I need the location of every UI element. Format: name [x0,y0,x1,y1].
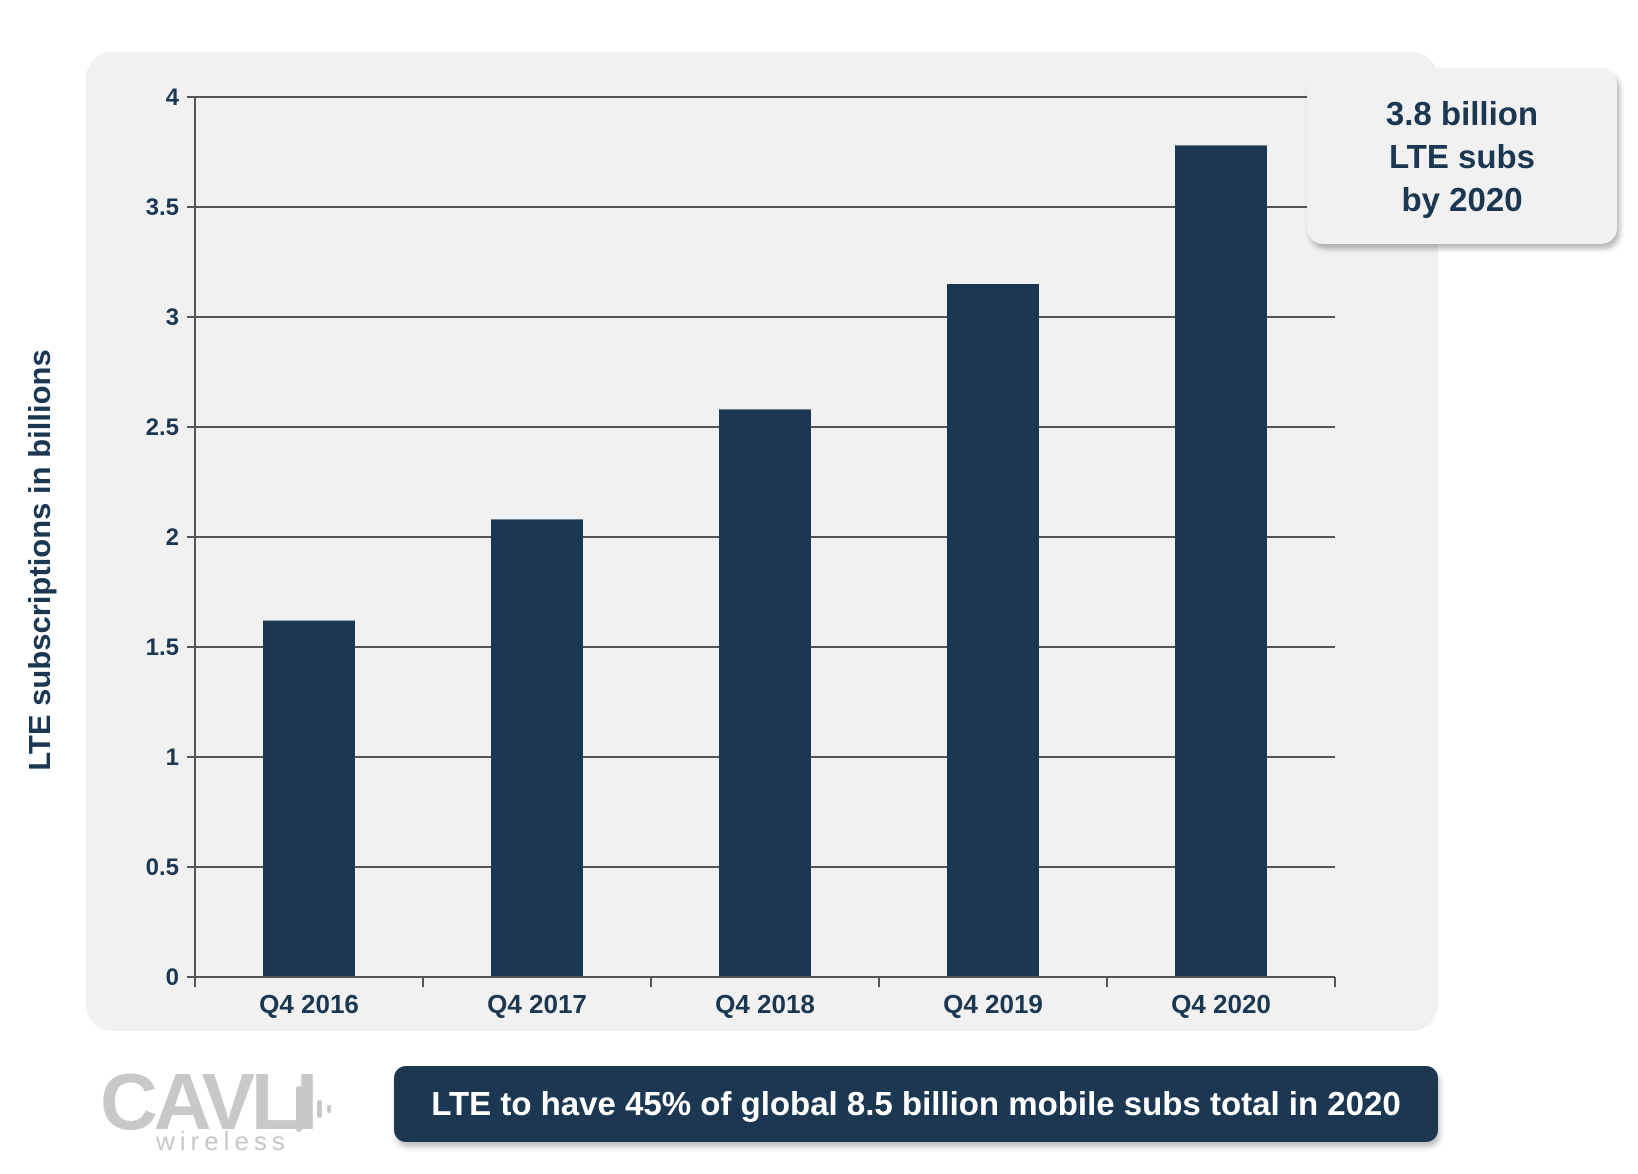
logo-name: CAVLI [100,1057,318,1146]
y-axis-label: LTE subscriptions in billions [22,349,57,771]
bar [263,620,355,977]
y-tick-label: 2.5 [146,414,179,441]
x-tick-label: Q4 2017 [487,989,587,1019]
y-tick-label: 3 [166,304,179,331]
bar [947,284,1039,977]
bar [491,519,583,977]
summary-banner-text: LTE to have 45% of global 8.5 billion mo… [431,1085,1401,1122]
x-tick-label: Q4 2018 [715,989,815,1019]
callout-line-3: by 2020 [1401,180,1523,218]
y-tick-label: 3.5 [146,194,179,221]
logo-subtitle: wireless [156,1126,290,1156]
y-tick-label: 1.5 [146,634,179,661]
y-tick-label: 1 [166,744,179,771]
company-logo: CAVLI wireless [100,1060,340,1160]
callout-box: 3.8 billion LTE subs by 2020 [1307,68,1617,244]
y-tick-label: 0 [166,964,179,991]
y-tick-label: 2 [166,524,179,551]
summary-banner: LTE to have 45% of global 8.5 billion mo… [394,1066,1438,1142]
y-tick-label: 0.5 [146,854,179,881]
sound-wave-icon [296,1086,331,1132]
bar [719,409,811,977]
callout-line-1: 3.8 billion [1385,94,1539,132]
y-tick-label: 4 [166,84,180,111]
x-tick-label: Q4 2016 [259,989,359,1019]
x-tick-label: Q4 2020 [1171,989,1271,1019]
callout-line-2: LTE subs [1388,137,1536,175]
bar [1175,145,1267,977]
x-tick-label: Q4 2019 [943,989,1043,1019]
